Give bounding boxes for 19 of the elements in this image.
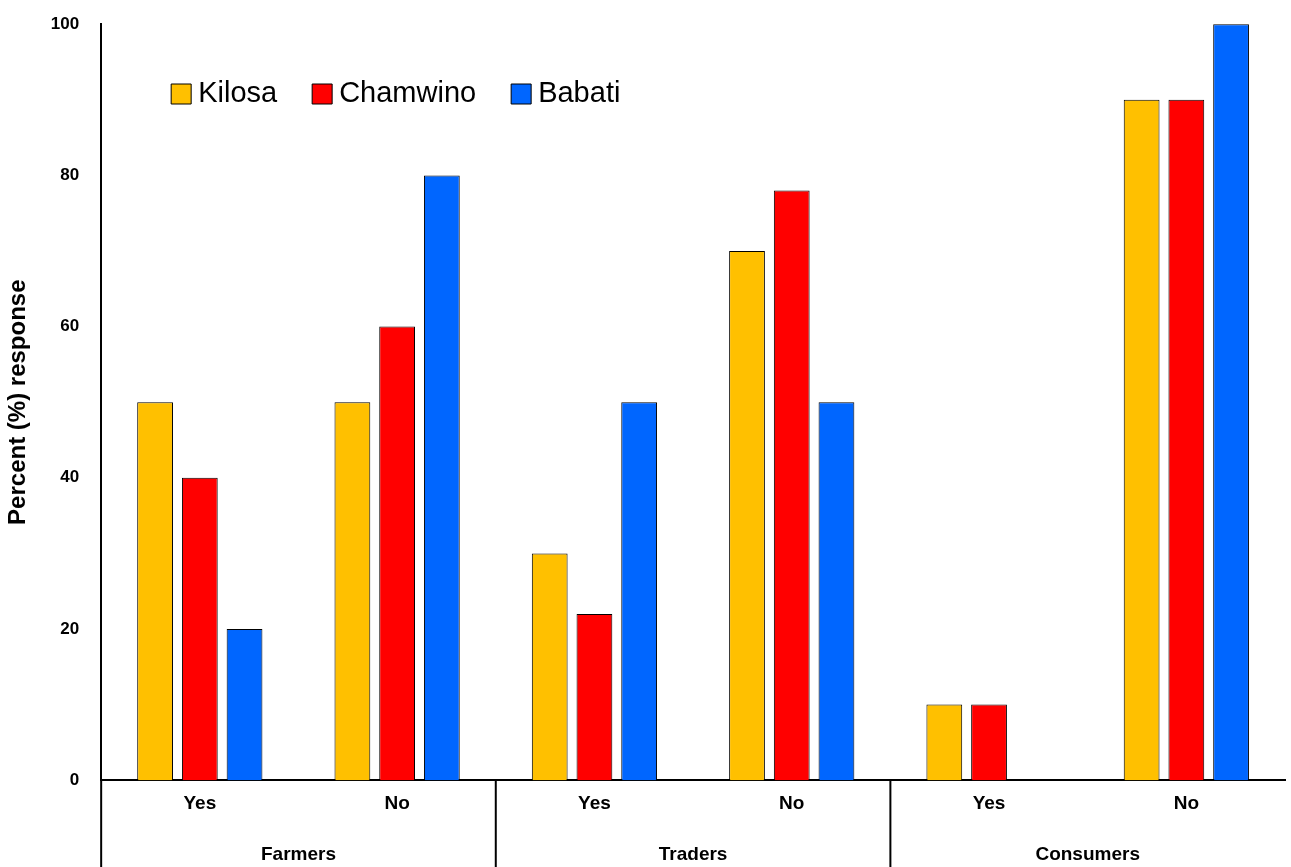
y-tick-label: 80 <box>60 165 80 185</box>
text: Consumers <box>1035 843 1140 865</box>
y-tick-label: 20 <box>60 618 80 638</box>
x-tick-label: No <box>779 791 805 813</box>
legend-label: Chamwino <box>339 76 477 108</box>
x-tick-label: Yes <box>578 791 611 813</box>
x-tick-label: Yes <box>183 791 217 813</box>
text: Traders <box>658 843 728 865</box>
y-tick-label: 40 <box>60 467 80 487</box>
text: Farmers <box>260 843 336 865</box>
legend-label: Kilosa <box>198 76 279 108</box>
x-tick-label: Yes <box>972 791 1006 813</box>
legend-label: Babati <box>538 76 621 108</box>
y-axis-title: Percent (%) response <box>3 279 31 525</box>
x-tick-label: No <box>384 791 410 813</box>
x-tick-label: No <box>1173 791 1200 813</box>
y-tick-label: 60 <box>60 316 80 336</box>
y-tick-label: 100 <box>50 13 80 33</box>
y-tick-label: 0 <box>69 769 80 789</box>
